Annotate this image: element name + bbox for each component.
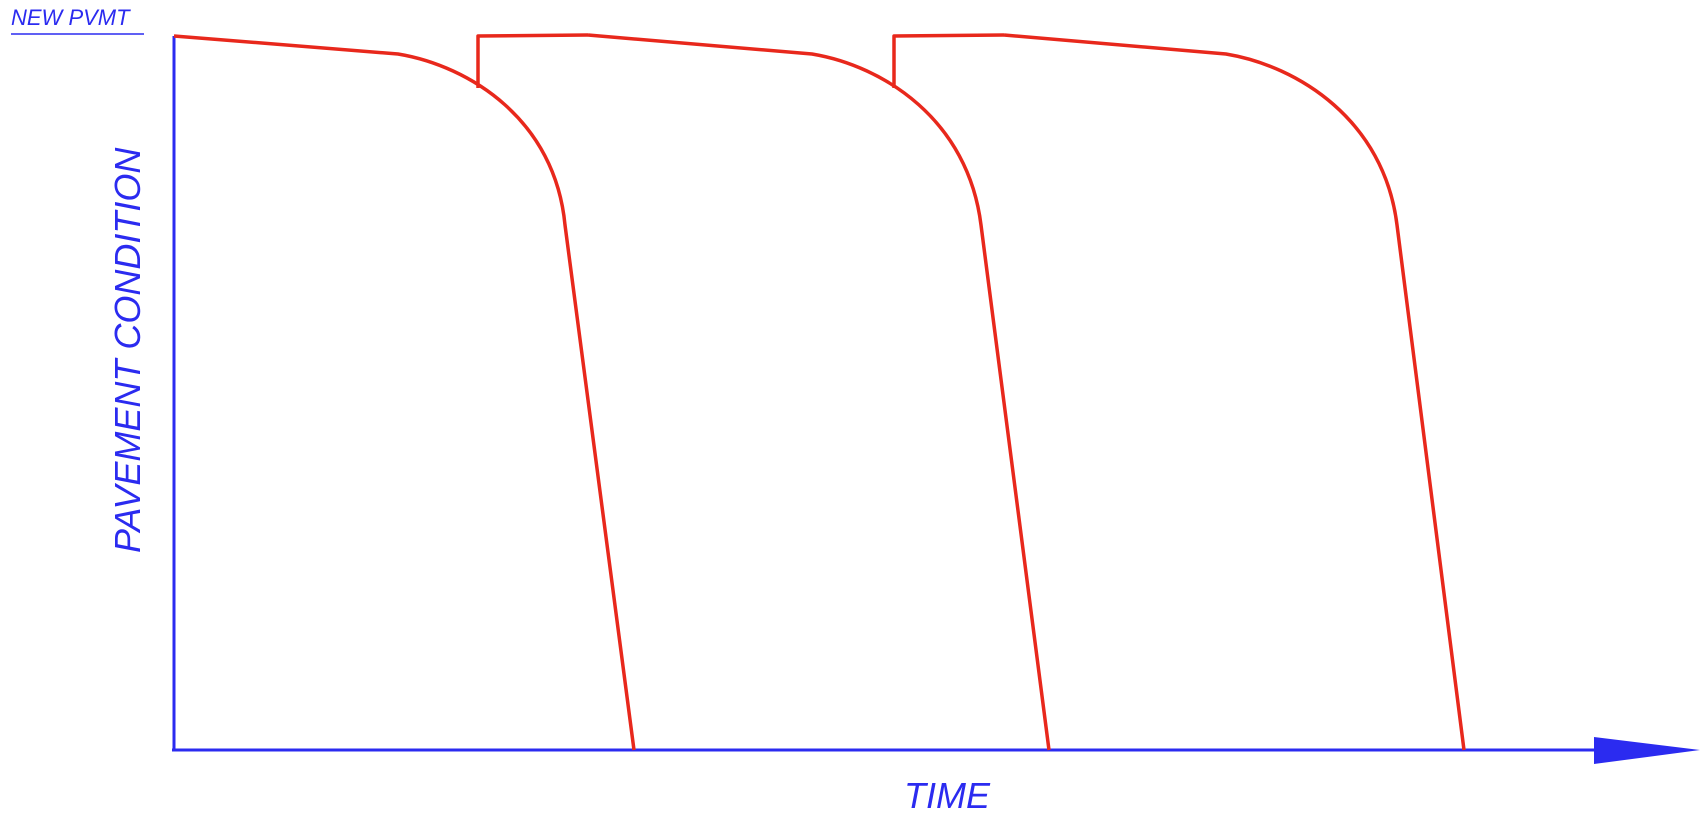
x-axis-title: TIME <box>904 775 991 814</box>
y-axis-title: PAVEMENT CONDITION <box>107 147 148 553</box>
new-pavement-label: NEW PVMT <box>11 5 131 30</box>
deterioration-curve-1 <box>173 34 636 751</box>
rehabilitation-jump-2 <box>892 33 1005 88</box>
deterioration-curve-3 <box>1003 33 1466 751</box>
deterioration-curve-2 <box>587 33 1051 751</box>
rehabilitation-jump-1 <box>476 33 589 88</box>
x-axis-arrowhead <box>1594 737 1700 764</box>
